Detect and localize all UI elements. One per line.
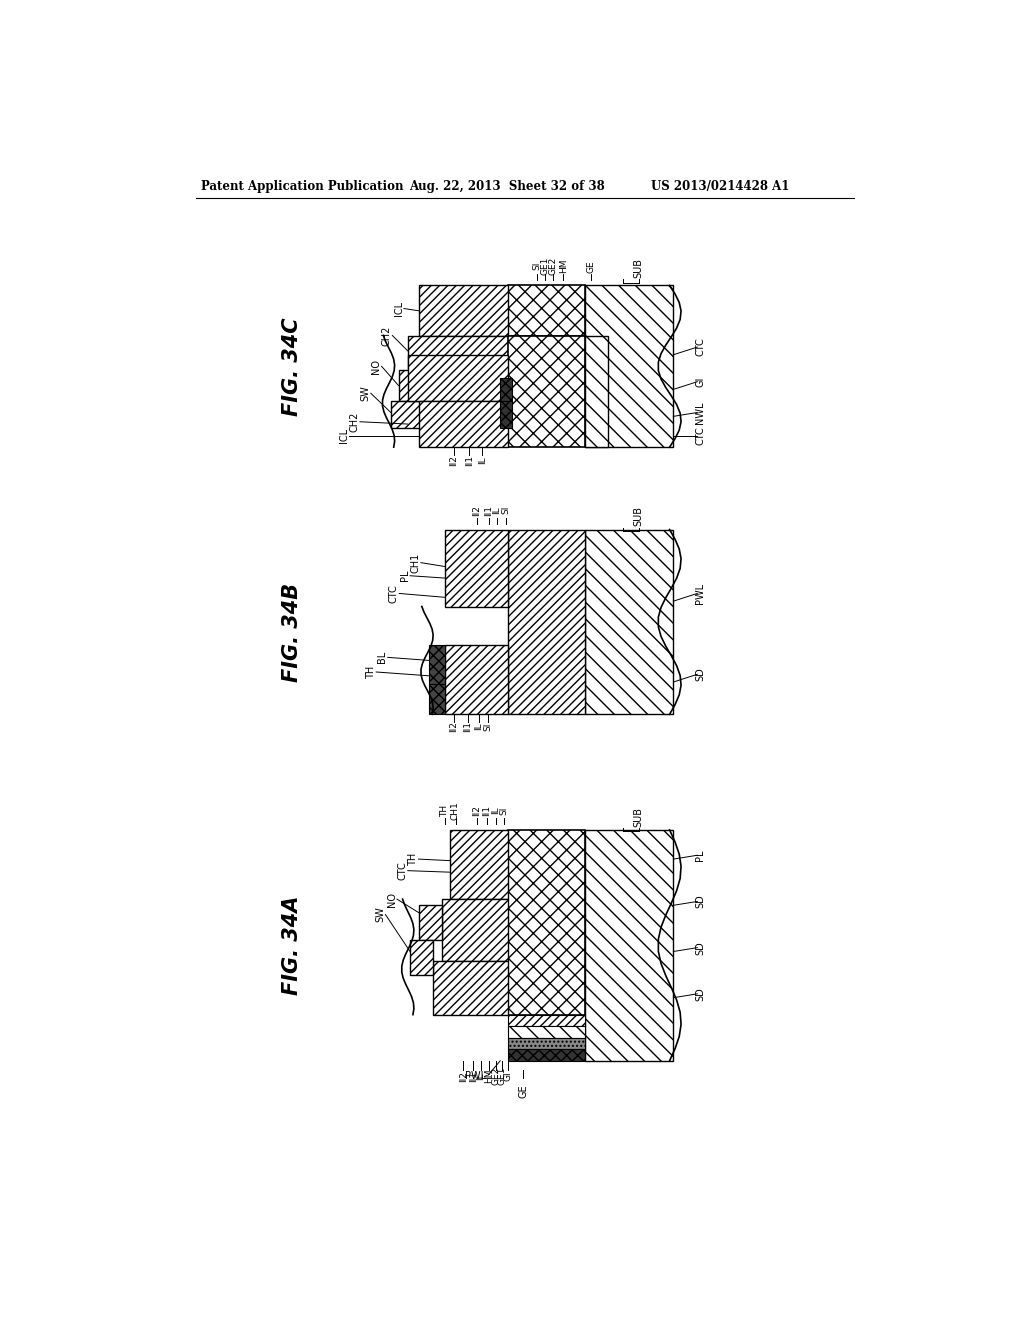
Text: CH1: CH1 bbox=[411, 553, 421, 573]
Text: GE1: GE1 bbox=[541, 257, 549, 276]
Text: GE2: GE2 bbox=[549, 257, 558, 276]
Text: NO: NO bbox=[371, 359, 381, 374]
FancyBboxPatch shape bbox=[444, 645, 508, 714]
Text: CTC: CTC bbox=[389, 583, 399, 603]
Text: IL: IL bbox=[474, 723, 483, 730]
Text: CH2: CH2 bbox=[349, 412, 359, 432]
FancyBboxPatch shape bbox=[508, 1038, 585, 1049]
Text: HM: HM bbox=[484, 1069, 494, 1084]
Text: ICL: ICL bbox=[339, 428, 349, 444]
Text: GE: GE bbox=[518, 1084, 528, 1097]
Text: II1: II1 bbox=[463, 721, 472, 733]
FancyBboxPatch shape bbox=[419, 906, 442, 940]
Text: SUB: SUB bbox=[634, 807, 644, 826]
Text: SI: SI bbox=[500, 807, 509, 814]
Text: SW: SW bbox=[360, 385, 371, 401]
FancyBboxPatch shape bbox=[444, 529, 508, 607]
Text: HM: HM bbox=[559, 259, 567, 273]
Text: II2: II2 bbox=[450, 721, 459, 733]
Text: NO: NO bbox=[387, 891, 396, 907]
Text: IL: IL bbox=[478, 457, 487, 465]
Text: NWL: NWL bbox=[695, 401, 706, 424]
Text: SUB: SUB bbox=[634, 257, 644, 277]
Text: II1: II1 bbox=[469, 1071, 478, 1082]
FancyBboxPatch shape bbox=[508, 1026, 585, 1038]
FancyBboxPatch shape bbox=[429, 684, 444, 714]
Text: PL: PL bbox=[399, 570, 410, 582]
Text: GI: GI bbox=[695, 376, 706, 387]
Text: II1: II1 bbox=[484, 504, 494, 516]
Text: BL: BL bbox=[378, 651, 387, 664]
FancyBboxPatch shape bbox=[419, 285, 508, 335]
FancyBboxPatch shape bbox=[408, 335, 508, 370]
Text: CH1: CH1 bbox=[451, 801, 460, 820]
Text: FIG. 34C: FIG. 34C bbox=[283, 317, 302, 416]
Text: II2: II2 bbox=[472, 504, 481, 516]
FancyBboxPatch shape bbox=[500, 378, 512, 401]
FancyBboxPatch shape bbox=[500, 401, 512, 428]
FancyBboxPatch shape bbox=[585, 529, 674, 714]
FancyBboxPatch shape bbox=[508, 1015, 585, 1026]
FancyBboxPatch shape bbox=[391, 401, 508, 428]
FancyBboxPatch shape bbox=[585, 335, 608, 447]
Text: SD: SD bbox=[695, 987, 706, 1001]
Text: PWL: PWL bbox=[465, 1072, 486, 1081]
Text: FIG. 34A: FIG. 34A bbox=[283, 896, 302, 995]
Text: Aug. 22, 2013  Sheet 32 of 38: Aug. 22, 2013 Sheet 32 of 38 bbox=[410, 181, 605, 194]
FancyBboxPatch shape bbox=[419, 401, 508, 447]
FancyBboxPatch shape bbox=[429, 645, 444, 684]
FancyBboxPatch shape bbox=[508, 529, 585, 714]
Text: IL: IL bbox=[493, 507, 502, 513]
FancyBboxPatch shape bbox=[508, 830, 585, 1015]
Text: ICL: ICL bbox=[393, 301, 403, 315]
Text: GI: GI bbox=[504, 1072, 512, 1081]
Text: IL: IL bbox=[476, 1072, 485, 1080]
Text: CTC: CTC bbox=[695, 426, 706, 445]
Text: II2: II2 bbox=[472, 805, 481, 816]
Text: II2: II2 bbox=[450, 455, 459, 466]
Text: CH2: CH2 bbox=[382, 325, 392, 346]
Text: SI: SI bbox=[532, 261, 542, 271]
Text: PWL: PWL bbox=[695, 583, 706, 605]
FancyBboxPatch shape bbox=[410, 940, 433, 974]
Text: II1: II1 bbox=[482, 805, 492, 816]
FancyBboxPatch shape bbox=[433, 961, 508, 1015]
Text: SD: SD bbox=[695, 941, 706, 954]
Text: CTC: CTC bbox=[695, 338, 706, 356]
Text: SD: SD bbox=[695, 895, 706, 908]
Text: SD: SD bbox=[695, 668, 706, 681]
Text: US 2013/0214428 A1: US 2013/0214428 A1 bbox=[651, 181, 790, 194]
FancyBboxPatch shape bbox=[408, 355, 508, 401]
FancyBboxPatch shape bbox=[398, 370, 508, 401]
Text: PL: PL bbox=[695, 850, 706, 861]
Text: FIG. 34B: FIG. 34B bbox=[283, 582, 302, 681]
Text: SW: SW bbox=[375, 907, 385, 923]
FancyBboxPatch shape bbox=[508, 1049, 585, 1061]
FancyBboxPatch shape bbox=[585, 830, 674, 1061]
Text: SI: SI bbox=[483, 722, 493, 731]
Text: TH: TH bbox=[409, 853, 418, 866]
Text: GE: GE bbox=[587, 260, 596, 272]
Text: SI: SI bbox=[501, 506, 510, 515]
Text: TH: TH bbox=[366, 665, 376, 678]
Text: II1: II1 bbox=[465, 454, 474, 466]
Text: GE1: GE1 bbox=[498, 1067, 506, 1085]
Text: CTC: CTC bbox=[397, 861, 408, 880]
Text: Patent Application Publication: Patent Application Publication bbox=[202, 181, 403, 194]
FancyBboxPatch shape bbox=[508, 285, 585, 335]
FancyBboxPatch shape bbox=[451, 830, 508, 899]
FancyBboxPatch shape bbox=[585, 285, 674, 447]
FancyBboxPatch shape bbox=[442, 899, 508, 961]
Text: TH: TH bbox=[440, 804, 450, 817]
Text: GE2: GE2 bbox=[492, 1067, 500, 1085]
Text: SUB: SUB bbox=[634, 507, 644, 527]
Text: II2: II2 bbox=[459, 1071, 468, 1081]
Text: IL: IL bbox=[492, 807, 500, 814]
FancyBboxPatch shape bbox=[508, 335, 585, 447]
